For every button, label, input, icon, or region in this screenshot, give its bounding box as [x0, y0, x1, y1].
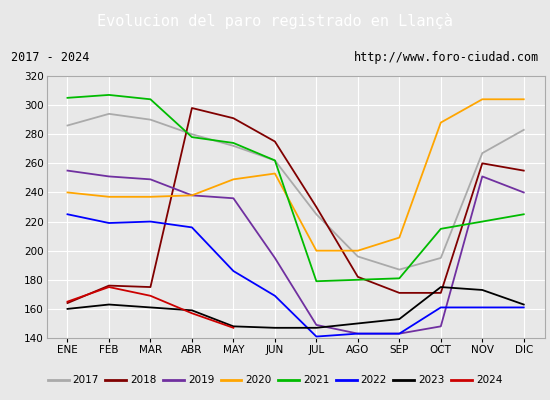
- Text: Evolucion del paro registrado en Llançà: Evolucion del paro registrado en Llançà: [97, 13, 453, 29]
- Text: http://www.foro-ciudad.com: http://www.foro-ciudad.com: [354, 51, 539, 64]
- Legend: 2017, 2018, 2019, 2020, 2021, 2022, 2023, 2024: 2017, 2018, 2019, 2020, 2021, 2022, 2023…: [43, 371, 507, 390]
- Text: 2017 - 2024: 2017 - 2024: [11, 51, 89, 64]
